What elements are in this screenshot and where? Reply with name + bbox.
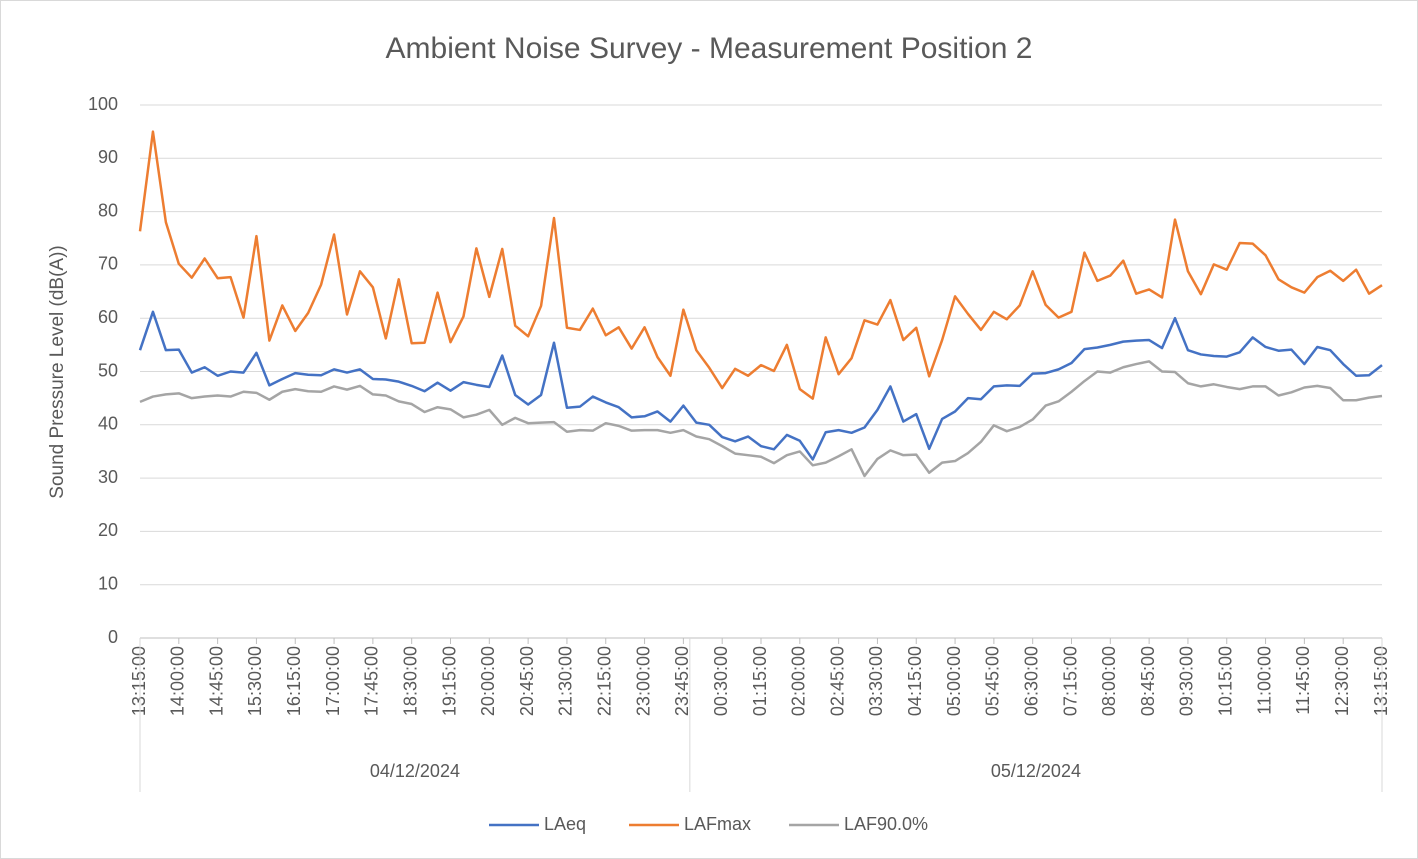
x-tick-label: 00:30:00 (711, 646, 731, 716)
x-tick-label: 03:30:00 (866, 646, 886, 716)
x-tick-label: 16:15:00 (284, 646, 304, 716)
x-tick-label: 17:00:00 (323, 646, 343, 716)
x-tick-label: 23:00:00 (633, 646, 653, 716)
x-tick-label: 12:30:00 (1332, 646, 1352, 716)
x-tick-label: 07:15:00 (1060, 646, 1080, 716)
y-tick-label: 90 (98, 147, 118, 167)
y-tick-label: 10 (98, 573, 118, 593)
x-tick-label: 15:30:00 (245, 646, 265, 716)
y-tick-label: 80 (98, 200, 118, 220)
x-tick-label: 18:30:00 (400, 646, 420, 716)
x-tick-label: 11:00:00 (1254, 646, 1274, 715)
x-tick-label: 10:15:00 (1216, 646, 1236, 716)
x-tick-label: 20:45:00 (517, 646, 537, 716)
legend-label: LAFmax (684, 814, 751, 834)
x-tick-label: 11:45:00 (1293, 646, 1313, 715)
x-tick-label: 01:15:00 (750, 646, 770, 716)
x-tick-label: 04:15:00 (905, 646, 925, 716)
x-tick-label: 08:45:00 (1138, 646, 1158, 716)
x-tick-label: 05:45:00 (983, 646, 1003, 716)
x-tick-label: 17:45:00 (362, 646, 382, 716)
x-tick-label: 19:15:00 (439, 646, 459, 716)
y-tick-label: 70 (98, 254, 118, 274)
x-tick-label: 08:00:00 (1099, 646, 1119, 716)
legend-label: LAF90.0% (844, 814, 928, 834)
x-tick-label: 09:30:00 (1177, 646, 1197, 716)
legend-label: LAeq (544, 814, 586, 834)
y-tick-label: 20 (98, 520, 118, 540)
y-tick-label: 0 (108, 627, 118, 647)
series-line (139, 360, 1383, 478)
y-axis-label: Sound Pressure Level (dB(A)) (47, 245, 68, 498)
x-tick-label: 14:45:00 (206, 646, 226, 716)
series-line (138, 310, 1383, 461)
x-tick-label: 02:45:00 (827, 646, 847, 716)
x-tick-label: 14:00:00 (168, 646, 188, 716)
chart-title: Ambient Noise Survey - Measurement Posit… (386, 32, 1033, 65)
y-tick-label: 30 (98, 467, 118, 487)
x-tick-label: 22:15:00 (595, 646, 615, 716)
group-label: 05/12/2024 (991, 761, 1081, 781)
y-tick-label: 40 (98, 414, 118, 434)
group-label: 04/12/2024 (370, 761, 460, 781)
x-tick-label: 13:15:00 (129, 646, 149, 716)
x-tick-label: 21:30:00 (556, 646, 576, 716)
x-tick-label: 02:00:00 (789, 646, 809, 716)
y-tick-label: 50 (98, 360, 118, 380)
y-tick-label: 60 (98, 307, 118, 327)
x-tick-label: 13:15:00 (1371, 646, 1391, 716)
x-tick-label: 05:00:00 (944, 646, 964, 716)
y-tick-label: 100 (88, 94, 118, 114)
x-tick-label: 20:00:00 (478, 646, 498, 716)
x-tick-label: 23:45:00 (672, 646, 692, 716)
x-tick-label: 06:30:00 (1021, 646, 1041, 716)
series-line (138, 130, 1383, 400)
